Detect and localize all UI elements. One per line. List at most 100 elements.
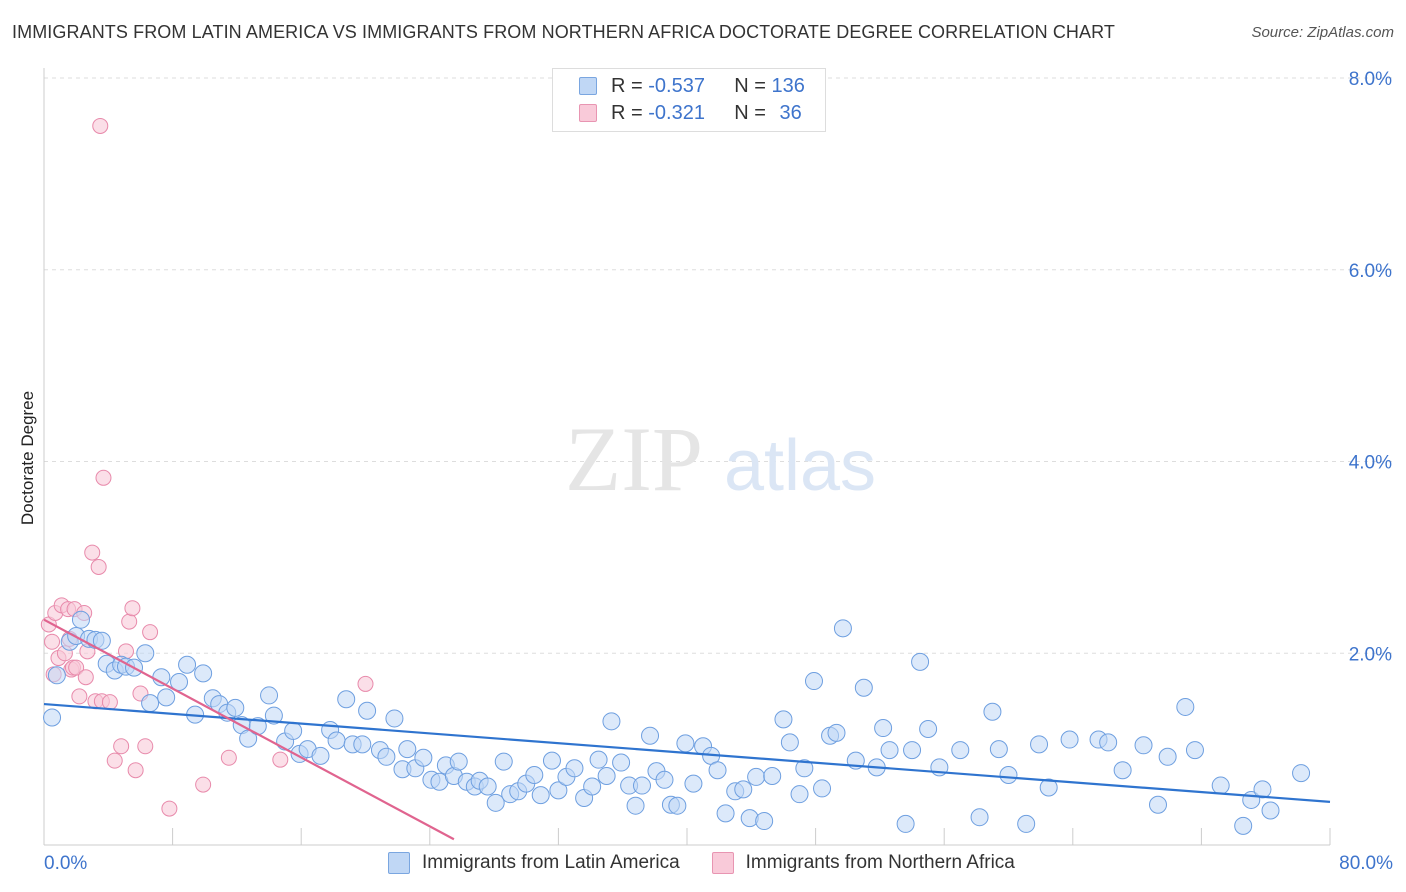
data-point-latin-america [264,706,283,725]
r-value: -0.321 [648,101,705,124]
grid-lines [44,77,1392,654]
trend-line-latin-america [43,702,1331,803]
data-point-latin-america [755,812,774,831]
data-point-latin-america [136,644,155,663]
data-point-latin-america [854,678,873,697]
watermark: ZIP atlas [565,408,876,510]
data-point-latin-america [565,759,584,778]
legend-swatch-blue [388,852,410,874]
series-latin-america-points [43,610,1311,835]
data-point-latin-america [92,631,111,650]
data-point-latin-america [141,694,160,713]
data-point-latin-america [542,751,561,770]
series-northern-africa-points [40,117,374,817]
x-tick-label-max: 80.0% [1339,853,1393,874]
legend-row-northern-africa: R = -0.321 N = 36 [579,102,802,124]
data-point-latin-america [157,688,176,707]
n-value: 136 [771,74,805,97]
data-point-latin-america [1030,735,1049,754]
data-point-latin-america [747,767,766,786]
y-tick-label: 2.0% [1349,644,1392,665]
data-point-northern-africa [101,694,118,711]
data-point-latin-america [612,753,631,772]
stats-legend: R = -0.537 N = 136 R = -0.321 N = 36 [552,68,826,132]
data-point-northern-africa [127,762,144,779]
data-point-latin-america [774,710,793,729]
data-point-latin-america [874,719,893,738]
r-label: R = [611,101,643,124]
legend-row-latin-america: R = -0.537 N = 136 [579,75,805,97]
legend-label-northern-africa: Immigrants from Northern Africa [745,852,1015,873]
data-point-northern-africa [195,776,212,793]
data-point-latin-america [1099,733,1118,752]
legend-swatch-pink [579,104,597,122]
n-label: N = [734,74,766,97]
data-point-latin-america [1148,795,1167,814]
data-point-latin-america [385,709,404,728]
data-point-northern-africa [90,558,107,575]
data-point-latin-america [478,777,497,796]
data-point-latin-america [1060,730,1079,749]
data-point-latin-america [1158,747,1177,766]
series-legend: Immigrants from Latin America Immigrants… [388,852,1047,874]
source-credit: Source: ZipAtlas.com [1251,24,1394,41]
data-point-northern-africa [77,669,94,686]
data-point-latin-america [377,747,396,766]
data-point-latin-america [763,766,782,785]
tick-labels: 2.0% 4.0% 6.0% 8.0% 0.0% 80.0% [44,69,1393,874]
data-point-latin-america [989,740,1008,759]
data-point-latin-america [549,781,568,800]
data-point-latin-america [970,808,989,827]
data-point-latin-america [716,804,735,823]
data-point-northern-africa [121,613,138,630]
data-point-latin-america [790,785,809,804]
n-label: N = [734,101,766,124]
data-point-latin-america [194,664,213,683]
data-point-latin-america [880,741,899,760]
data-point-latin-america [358,701,377,720]
data-point-northern-africa [113,738,130,755]
data-point-northern-africa [220,749,237,766]
data-point-latin-america [903,741,922,760]
data-point-northern-africa [44,633,61,650]
y-tick-label: 4.0% [1349,453,1392,474]
data-point-latin-america [655,770,674,789]
y-tick-label: 8.0% [1349,69,1392,90]
data-point-latin-america [583,777,602,796]
data-point-latin-america [337,690,356,709]
data-point-latin-america [684,774,703,793]
data-point-latin-america [1176,697,1195,716]
trend-line-northern-africa [43,618,455,841]
data-point-latin-america [668,796,687,815]
data-point-latin-america [71,610,90,629]
data-point-latin-america [827,723,846,742]
r-value: -0.537 [648,74,705,97]
n-value: 36 [779,101,802,124]
watermark-atlas: atlas [724,426,876,506]
data-point-northern-africa [161,800,178,817]
data-point-latin-america [284,721,303,740]
legend-item-latin-america: Immigrants from Latin America [388,852,680,874]
data-point-northern-africa [68,659,85,676]
data-point-latin-america [1113,761,1132,780]
data-point-latin-america [260,686,279,705]
legend-item-northern-africa: Immigrants from Northern Africa [711,852,1015,874]
data-point-latin-america [47,666,66,685]
data-point-latin-america [311,746,330,765]
data-point-latin-america [398,740,417,759]
data-point-latin-america [833,619,852,638]
data-point-northern-africa [92,117,109,134]
data-point-northern-africa [137,738,154,755]
data-point-latin-america [708,761,727,780]
data-point-latin-america [911,652,930,671]
y-tick-label: 6.0% [1349,261,1392,282]
data-point-northern-africa [272,751,289,768]
data-point-latin-america [804,672,823,691]
trend-lines [43,618,1331,841]
data-point-latin-america [414,748,433,767]
data-point-latin-america [1185,741,1204,760]
chart-title: IMMIGRANTS FROM LATIN AMERICA VS IMMIGRA… [12,22,1115,42]
data-point-latin-america [1134,736,1153,755]
data-point-latin-america [676,734,695,753]
data-point-latin-america [1234,816,1253,835]
